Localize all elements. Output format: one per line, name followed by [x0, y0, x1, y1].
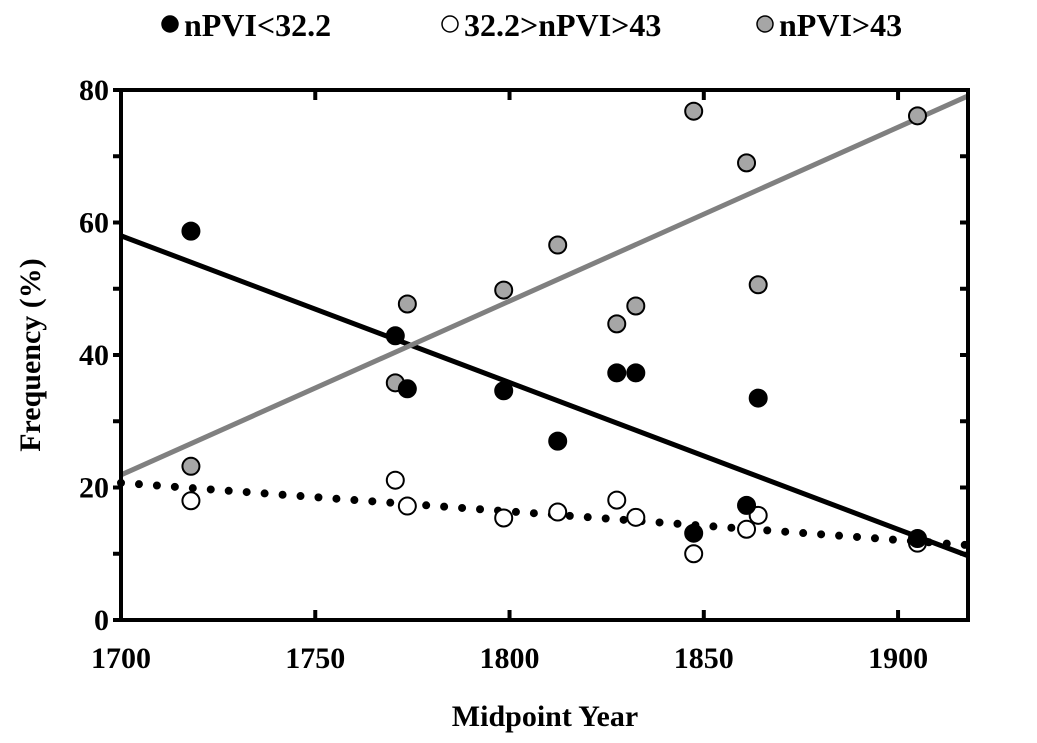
y-tick-label: 0 — [94, 604, 109, 637]
data-point-series-2 — [748, 275, 768, 295]
data-point-series-0 — [737, 495, 757, 515]
data-point-series-1 — [548, 502, 568, 522]
axes: 1700 1750 1800 1850 1900 0 20 40 60 80 — [79, 74, 968, 675]
data-point-series-1 — [684, 544, 704, 564]
data-point-series-0 — [494, 381, 514, 401]
legend: nPVI<32.2 32.2>nPVI>43 nPVI>43 — [161, 7, 902, 43]
data-point-series-0 — [684, 523, 704, 543]
x-tick-label: 1850 — [674, 642, 734, 675]
data-point-series-0 — [607, 363, 627, 383]
y-tick-label: 20 — [79, 472, 109, 505]
data-point-series-2 — [181, 456, 201, 476]
data-point-series-2 — [607, 314, 627, 334]
x-tick-label: 1750 — [285, 642, 345, 675]
data-point-series-0 — [181, 221, 201, 241]
data-point-series-2 — [684, 101, 704, 121]
data-point-series-0 — [397, 379, 417, 399]
data-point-series-1 — [737, 519, 757, 539]
y-tick-label: 80 — [79, 74, 109, 107]
legend-label-nPVI-mid: 32.2>nPVI>43 — [464, 7, 661, 43]
legend-marker-nPVI-mid — [441, 15, 459, 33]
x-tick-label: 1800 — [480, 642, 540, 675]
data-point-series-1 — [494, 508, 514, 528]
x-tick-label: 1700 — [91, 642, 151, 675]
plot-frame — [119, 88, 970, 622]
data-point-series-0 — [385, 326, 405, 346]
data-point-series-0 — [548, 431, 568, 451]
data-point-series-0 — [748, 388, 768, 408]
x-axis-label: Midpoint Year — [452, 700, 638, 733]
data-point-series-2 — [494, 280, 514, 300]
trend-line-2 — [119, 93, 970, 478]
data-points — [181, 101, 927, 564]
data-point-series-2 — [907, 106, 927, 126]
data-point-series-1 — [607, 490, 627, 510]
data-point-series-0 — [907, 529, 927, 549]
y-tick-label: 40 — [79, 339, 109, 372]
legend-label-nPVI-gt-43: nPVI>43 — [779, 7, 902, 43]
x-tick-label: 1900 — [868, 642, 928, 675]
data-point-series-2 — [397, 294, 417, 314]
data-point-series-1 — [397, 496, 417, 516]
y-axis-label: Frequency (%) — [14, 258, 47, 452]
data-point-series-2 — [548, 235, 568, 255]
y-tick-label: 60 — [79, 207, 109, 240]
legend-marker-nPVI-lt-32 — [161, 15, 179, 33]
legend-marker-nPVI-gt-43 — [756, 15, 774, 33]
data-point-series-0 — [626, 363, 646, 383]
data-point-series-1 — [626, 507, 646, 527]
trend-lines — [117, 93, 972, 559]
data-point-series-1 — [181, 491, 201, 511]
trend-line-0 — [120, 233, 969, 559]
data-point-series-1 — [385, 470, 405, 490]
legend-label-nPVI-lt-32: nPVI<32.2 — [184, 7, 331, 43]
data-point-series-2 — [737, 153, 757, 173]
trend-line-1 — [117, 478, 972, 550]
data-point-series-2 — [626, 296, 646, 316]
